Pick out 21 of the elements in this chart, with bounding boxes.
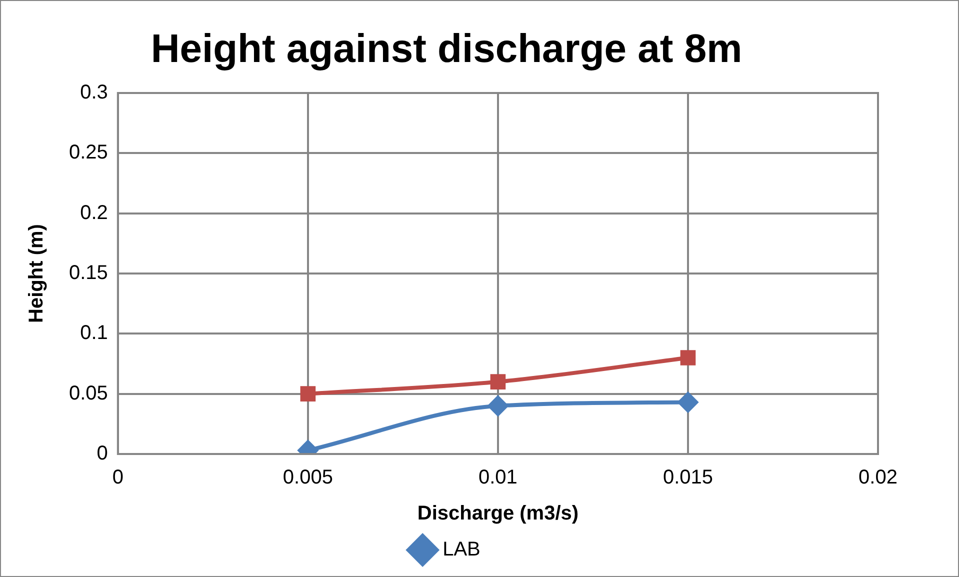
x-tick-label: 0.005 [282,466,333,489]
x-tick-label: 0.02 [858,466,898,489]
x-tick-label: 0.015 [662,466,714,489]
point [488,396,508,416]
y-tick-label: 0 [96,442,108,465]
y-tick-label: 0.1 [80,322,108,344]
y-tick-label: 0.15 [68,262,108,284]
chart-title: Height against discharge at 8m [150,27,742,72]
y-tick-label: 0.3 [80,82,108,104]
x-tick-label: 0 [112,466,124,489]
y-tick-label: 0.25 [68,142,108,164]
y-tick-label: 0.05 [68,382,108,404]
legend-label: LAB [442,538,480,561]
point [490,374,506,390]
x-axis-title: Discharge (m3/s) [417,502,579,525]
point [678,392,698,412]
x-tick-label: 0.01 [478,466,518,489]
point [300,386,316,402]
y-tick-label: 0.2 [80,202,108,224]
y-axis-title: Height (m) [26,224,48,323]
point [680,350,696,366]
